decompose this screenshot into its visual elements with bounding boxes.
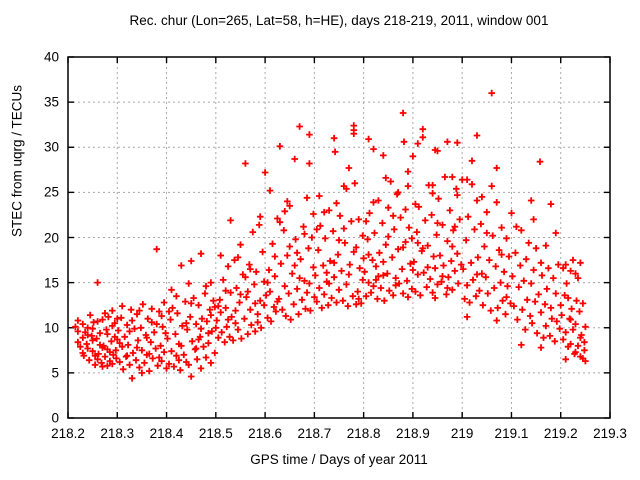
gridlines <box>68 57 610 418</box>
y-tick-label: 40 <box>43 49 59 65</box>
y-tick-label: 25 <box>43 184 59 200</box>
x-tick-label: 218.7 <box>297 426 332 441</box>
x-tick-label: 219.1 <box>494 426 529 441</box>
y-tick-label: 5 <box>51 365 59 381</box>
x-tick-label: 219.2 <box>543 426 578 441</box>
x-tick-label: 218.3 <box>100 426 135 441</box>
x-tick-label: 218.9 <box>396 426 430 441</box>
x-tick-label: 218.2 <box>51 426 85 441</box>
x-tick-label: 219 <box>450 426 474 441</box>
y-tick-label: 20 <box>43 230 59 245</box>
x-tick-label: 219.3 <box>593 426 627 441</box>
y-tick-label: 15 <box>43 275 59 291</box>
x-tick-label: 218.5 <box>198 426 233 441</box>
x-tick-label: 218.4 <box>149 426 184 441</box>
y-tick-label: 0 <box>51 410 59 426</box>
x-axis-label: GPS time / Days of year 2011 <box>250 452 428 467</box>
plot-frame <box>67 56 611 419</box>
x-tick-label: 218.6 <box>248 426 282 441</box>
y-tick-label: 35 <box>43 94 59 110</box>
y-tick-label: 10 <box>43 320 59 336</box>
chart-title: Rec. chur (Lon=265, Lat=58, h=HE), days … <box>129 13 549 28</box>
scatter-points <box>72 89 589 382</box>
y-tick-label: 30 <box>43 139 59 155</box>
x-tick-label: 218.8 <box>346 426 381 441</box>
